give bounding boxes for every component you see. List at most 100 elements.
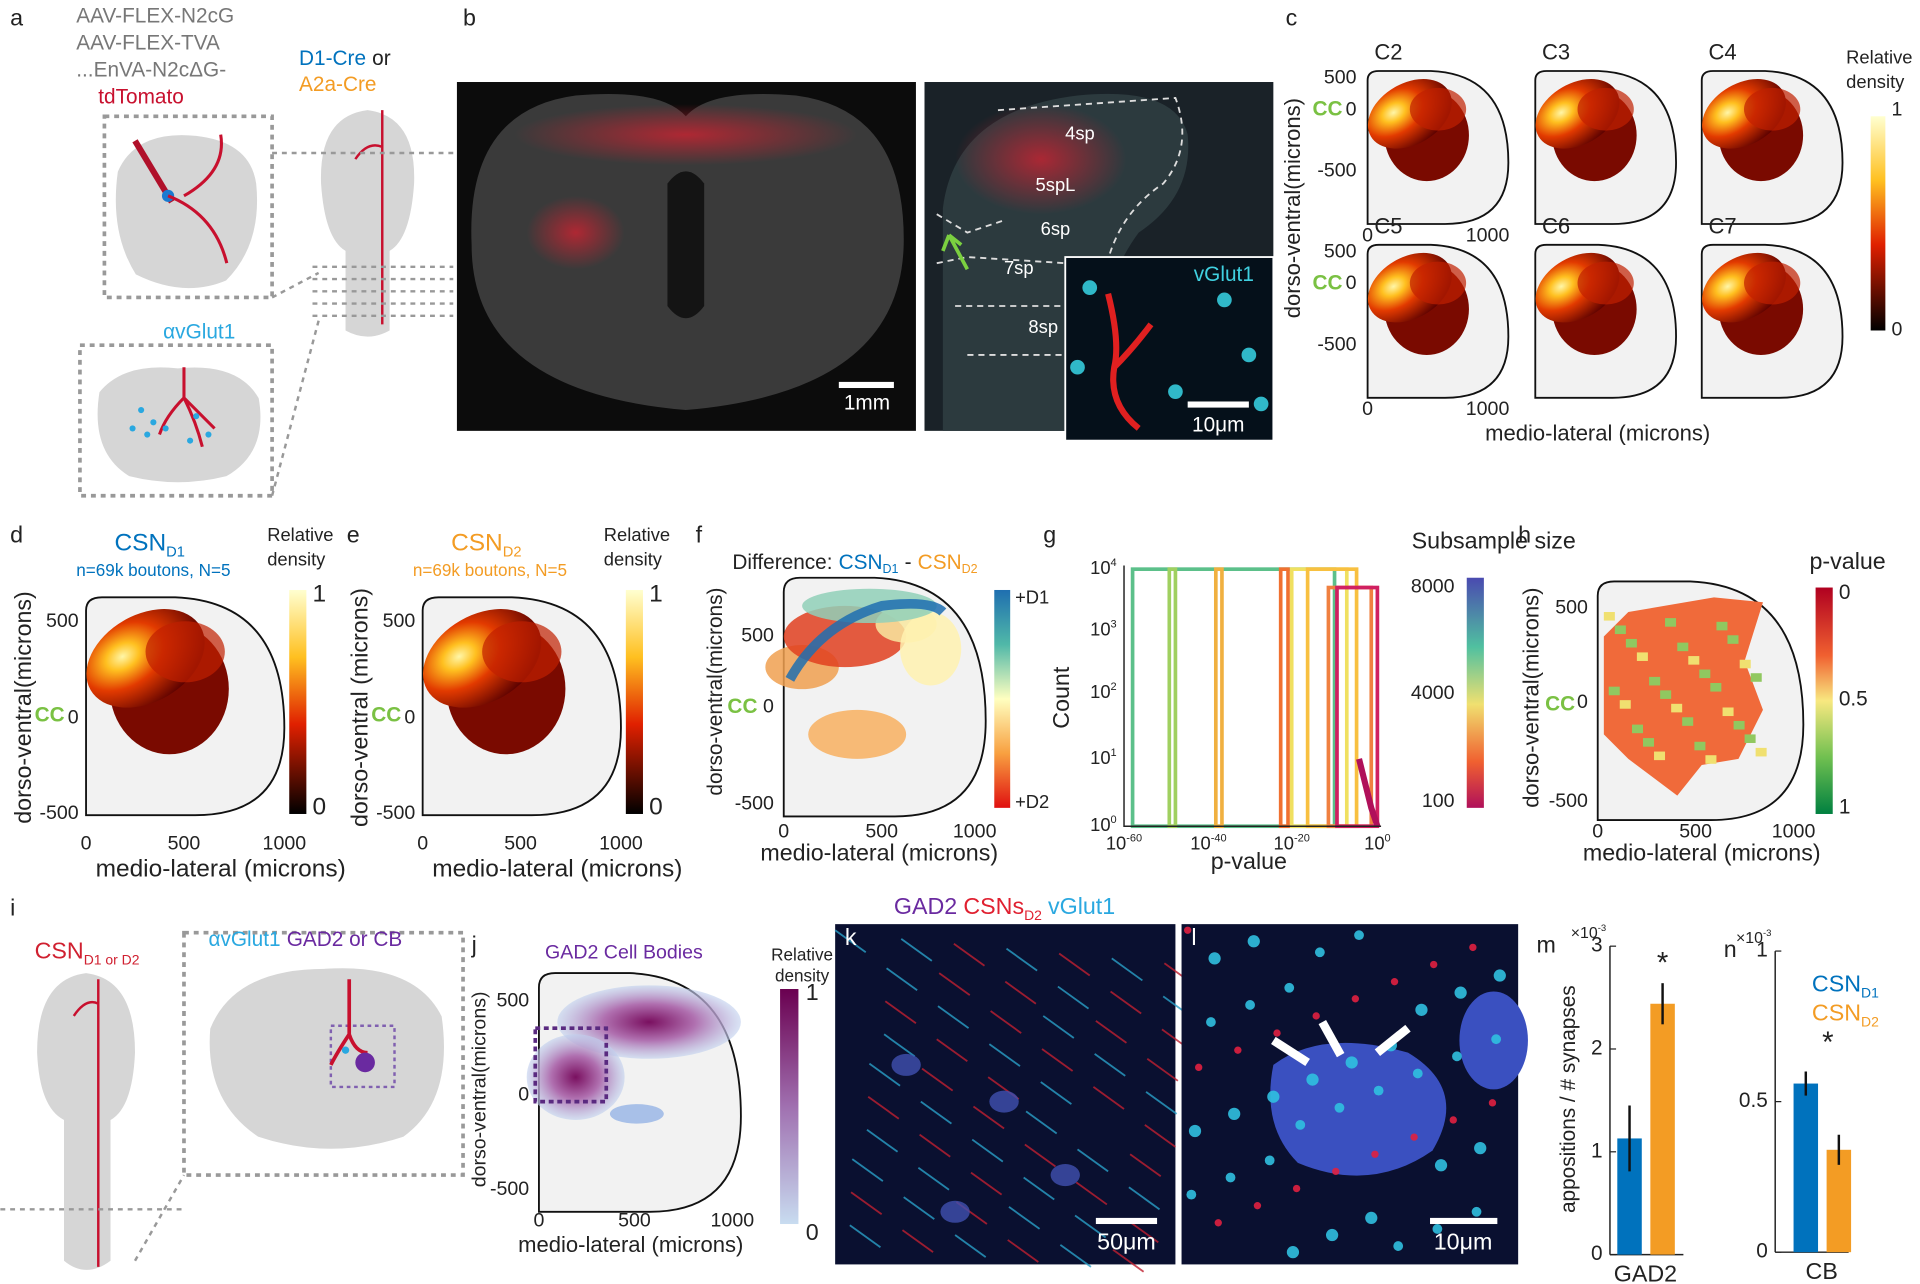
label: n=69k boutons, N=5	[76, 560, 230, 580]
text-part: 1	[1111, 747, 1117, 759]
arrow	[941, 233, 969, 271]
fiber	[1094, 1053, 1126, 1077]
density-map	[1409, 261, 1467, 305]
label: 0	[806, 1219, 819, 1245]
puncta	[1214, 1219, 1222, 1227]
panel-letter: j	[471, 931, 477, 957]
label: -500	[40, 802, 79, 824]
label: tdTomato	[98, 85, 184, 108]
vglut1-puncta	[1217, 292, 1232, 308]
label: appositions / # synapses	[1557, 985, 1580, 1213]
text-part: 10	[1090, 681, 1110, 702]
puncta	[1412, 1068, 1423, 1079]
label: 0	[312, 793, 326, 820]
label: GAD2	[1614, 1261, 1677, 1284]
fiber	[1025, 1110, 1058, 1135]
label: density	[267, 548, 326, 569]
scale-bar	[1095, 1217, 1158, 1225]
label: k	[845, 924, 857, 950]
histogram	[1130, 567, 1337, 829]
zoom-box	[102, 114, 274, 300]
label: medio-lateral (microns)	[432, 856, 682, 883]
density-map	[1743, 87, 1801, 131]
label: density	[775, 965, 830, 985]
fiber	[901, 1229, 934, 1253]
vglut1-puncta	[1241, 347, 1257, 363]
text-part: 10	[1090, 618, 1110, 639]
colorbar	[994, 589, 1011, 808]
legend-entry: CSND2	[1812, 1000, 1879, 1030]
label: 104	[1090, 557, 1117, 578]
label: dorso-ventral(microns)	[704, 588, 727, 796]
label: 1000	[1466, 224, 1510, 246]
label: D1-Cre or	[299, 46, 391, 69]
colorbar	[289, 589, 307, 814]
boutons	[129, 406, 212, 444]
label: 10-40	[1190, 832, 1226, 853]
label: 0	[649, 793, 663, 820]
label: dorso-ventral(microns)	[1519, 588, 1544, 808]
label: dorso-ventral (microns)	[347, 588, 373, 827]
text-part: -3	[1763, 928, 1771, 939]
vglut1-puncta	[1070, 359, 1085, 375]
scale-bar	[1430, 1217, 1498, 1225]
puncta	[1390, 977, 1399, 986]
puncta	[1365, 1211, 1378, 1225]
label: 1000	[953, 821, 997, 843]
label: AAV-FLEX-N2cG	[76, 5, 234, 28]
label: medio-lateral (microns)	[96, 856, 346, 883]
label: Difference: CSND1- CSND2	[732, 551, 977, 577]
label: C6	[1542, 213, 1570, 238]
layer-outline	[936, 96, 1184, 392]
text-part: 10	[1274, 832, 1294, 853]
label: 500	[865, 821, 898, 843]
text-part: αvGlut1	[208, 928, 280, 951]
label: Relative	[1846, 47, 1912, 68]
label: ×10-3	[1736, 928, 1771, 947]
pvalue-map	[1671, 703, 1683, 713]
puncta	[1284, 982, 1295, 993]
pvalue-map	[1636, 652, 1648, 661]
label: C3	[1542, 40, 1570, 65]
vglut1-puncta	[1253, 396, 1269, 412]
panel-letter: g	[1043, 521, 1056, 547]
label: CC	[1313, 98, 1343, 121]
label: C2	[1374, 40, 1402, 65]
label: 100	[1422, 790, 1455, 812]
pvalue-map	[1614, 625, 1626, 635]
label: 10-20	[1274, 832, 1310, 853]
fiber	[1008, 1206, 1041, 1230]
text-part: CSN	[35, 937, 84, 963]
pvalue-map	[1625, 638, 1637, 648]
fiber	[867, 1095, 900, 1120]
label: 1000	[1772, 821, 1816, 843]
fiber	[937, 1005, 970, 1029]
label: medio-lateral (microns)	[1485, 420, 1710, 445]
guide-lines	[0, 1174, 186, 1262]
panel-letter: n	[1724, 936, 1737, 962]
label: GAD2 CSNsD2 vGlut1	[894, 893, 1115, 923]
axon	[329, 979, 368, 1066]
label: 500	[496, 989, 529, 1011]
label: 0	[763, 696, 774, 718]
fiber	[850, 1191, 883, 1215]
puncta	[1245, 1000, 1255, 1010]
puncta	[1488, 1099, 1497, 1107]
puncta	[1295, 1119, 1306, 1130]
label: 100	[1364, 832, 1391, 853]
pvalue-map	[1654, 751, 1666, 761]
label: vGlut1	[1194, 263, 1254, 286]
fiber	[868, 1062, 901, 1087]
fiber	[1145, 1091, 1178, 1115]
histogram	[1213, 567, 1224, 829]
text-part: CSN	[114, 530, 166, 557]
axon	[158, 367, 216, 448]
label: 2	[1591, 1036, 1603, 1059]
label: 4sp	[1065, 122, 1095, 143]
label: density	[604, 548, 663, 569]
label: 1000	[263, 833, 307, 855]
fiber	[1112, 1248, 1145, 1273]
label: -500	[376, 802, 415, 824]
panel-letter: h	[1518, 521, 1531, 547]
fiber	[1092, 1086, 1125, 1110]
